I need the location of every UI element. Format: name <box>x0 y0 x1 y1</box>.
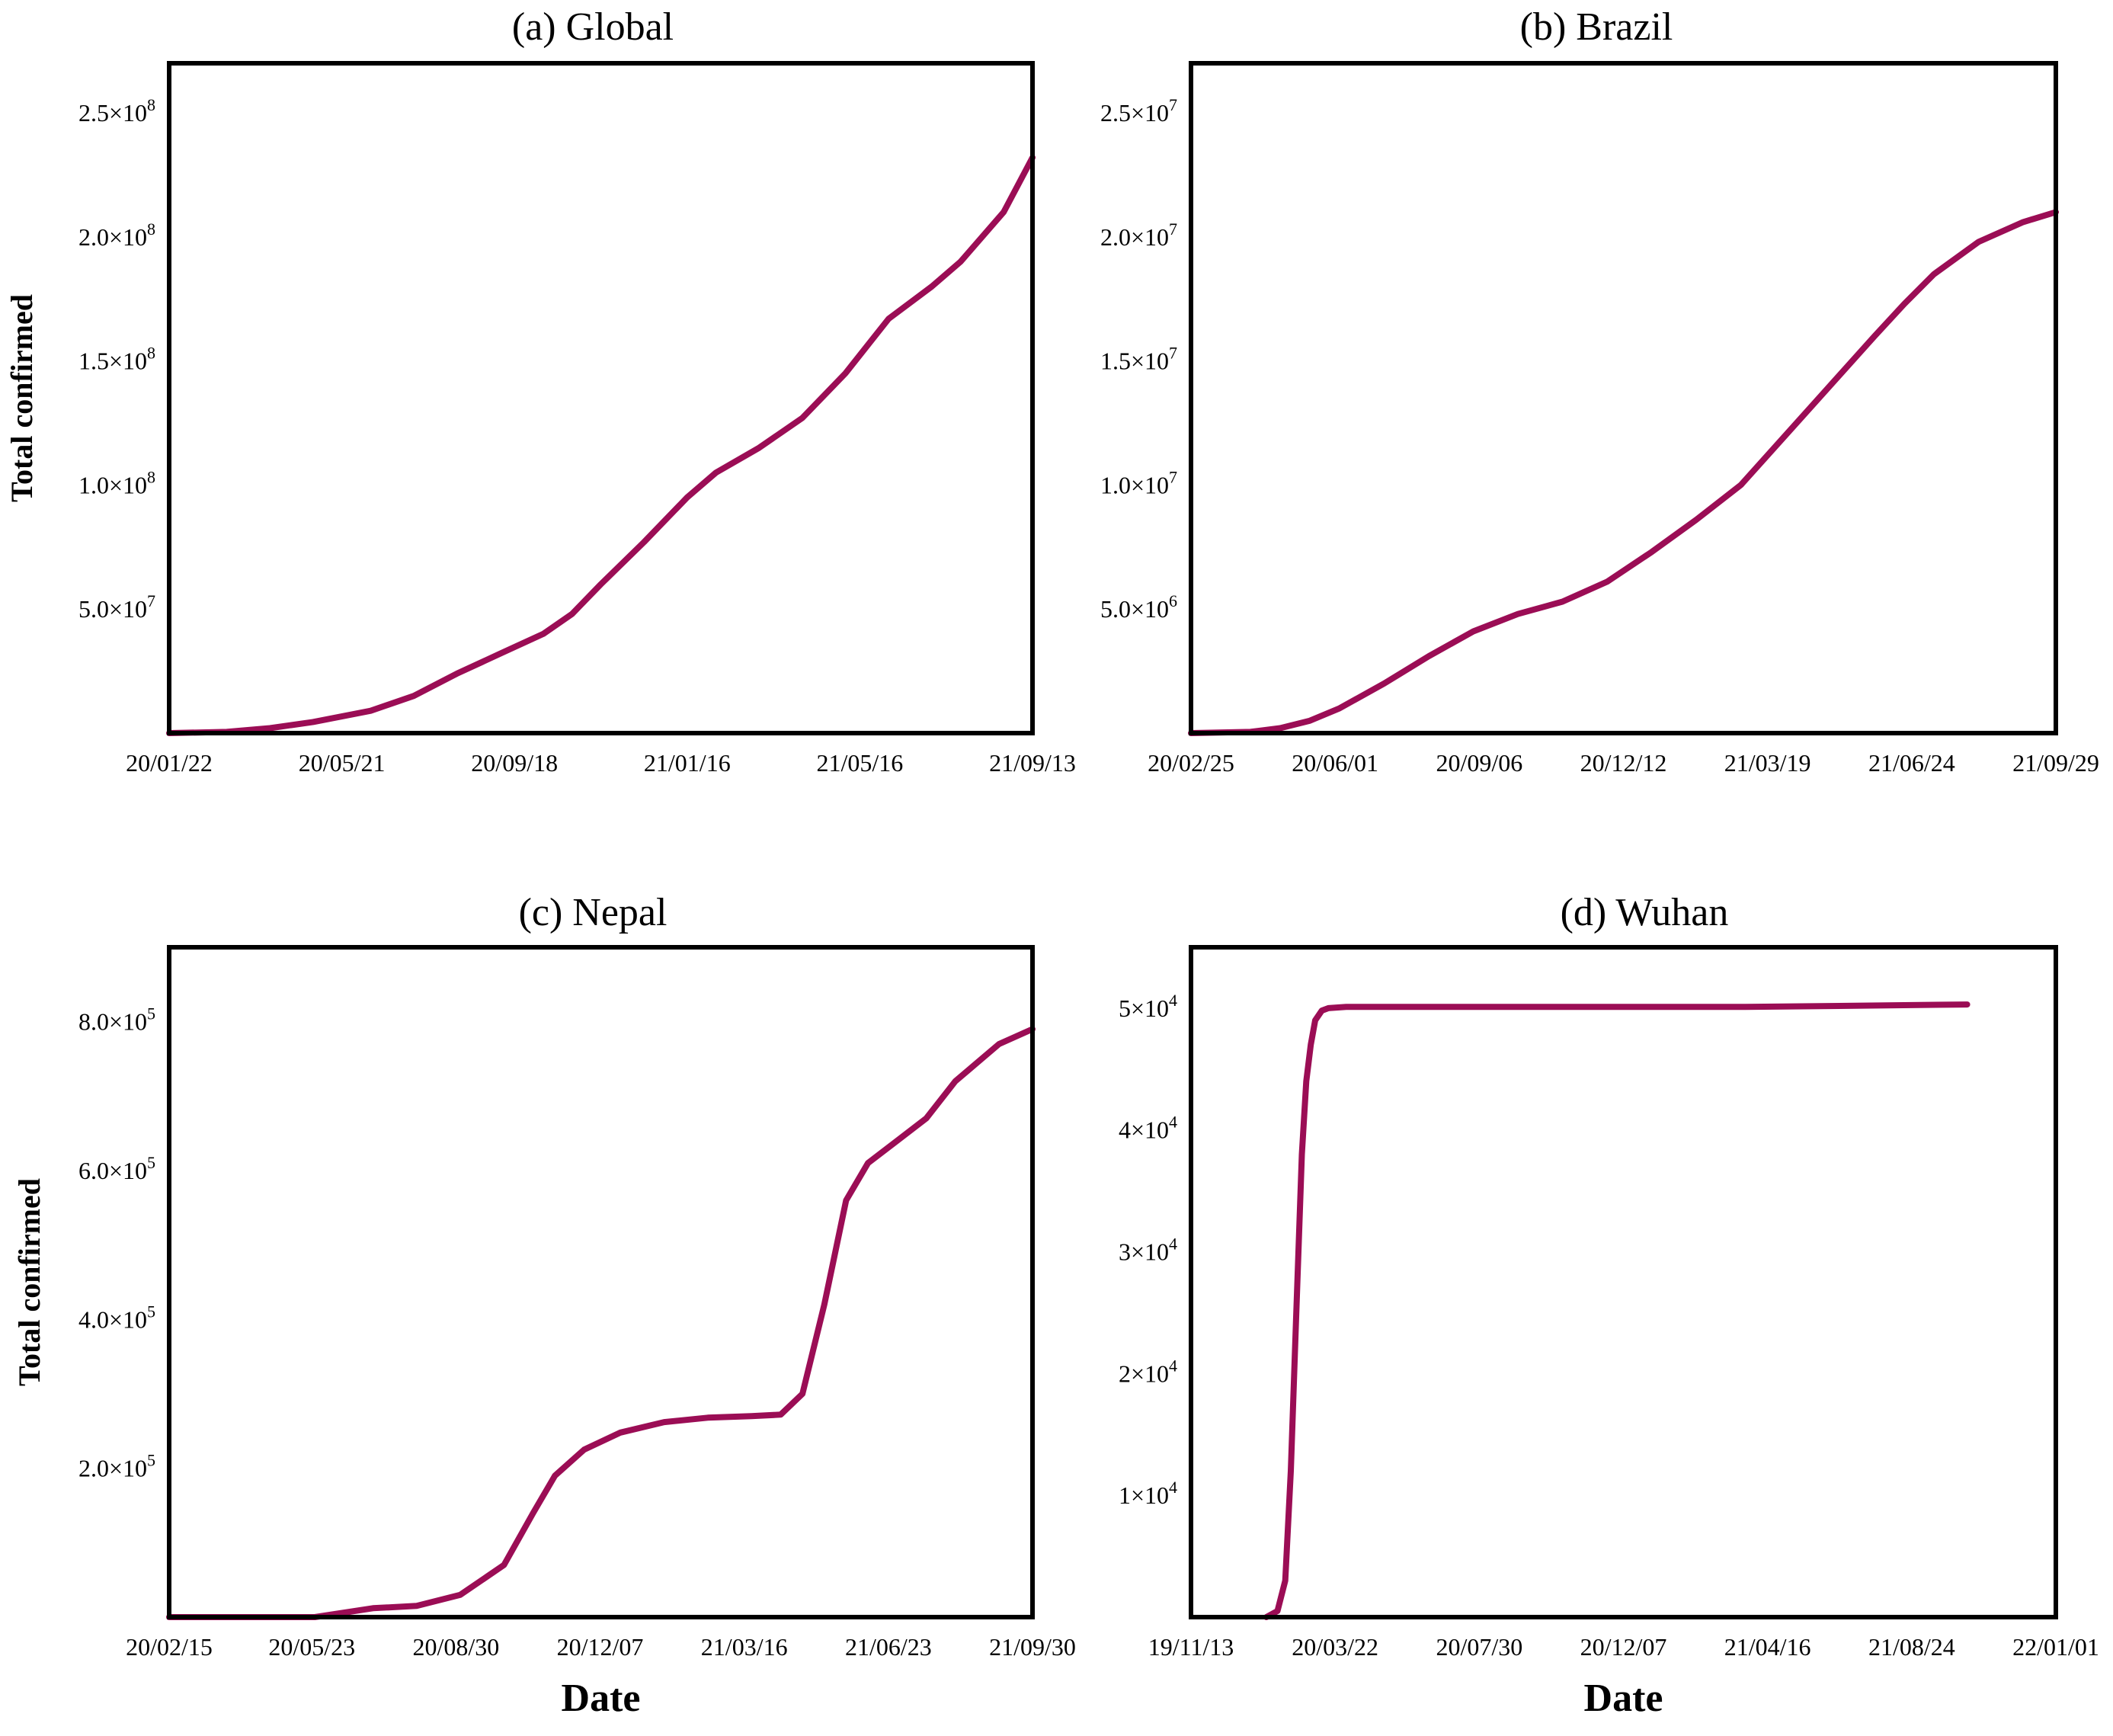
panel-title-a: (a) Global <box>512 5 674 49</box>
y-axis-label-a: Total confirmed <box>5 294 39 502</box>
y-tick-label: 2.0×105 <box>78 1451 155 1482</box>
x-tick-label: 20/02/25 <box>1148 749 1234 777</box>
y-tick-label: 1.0×107 <box>1100 467 1177 498</box>
series-line-d <box>1263 1001 1971 1620</box>
y-tick-label: 2.5×108 <box>78 95 155 127</box>
plot-frame-d <box>1189 945 2058 1619</box>
y-tick-label: 1×104 <box>1119 1478 1177 1509</box>
x-tick-label: 21/09/13 <box>989 749 1076 777</box>
y-tick-label: 1.5×107 <box>1100 344 1177 375</box>
panel-b: (b) Brazil 20/02/25 20/06/01 20/09/06 20/12/… <box>1100 5 2099 777</box>
y-tick-label: 1.5×108 <box>78 344 155 375</box>
y-tick-label: 2.0×107 <box>1100 219 1177 251</box>
x-tick-label: 21/08/24 <box>1868 1633 1955 1661</box>
x-tick-label: 20/09/06 <box>1436 749 1522 777</box>
plot-frame-b <box>1189 61 2058 735</box>
x-tick-label: 21/06/23 <box>845 1633 932 1661</box>
x-tick-label: 20/05/23 <box>268 1633 355 1661</box>
y-tick-label: 6.0×105 <box>78 1153 155 1184</box>
x-tick-label: 20/08/30 <box>413 1633 500 1661</box>
y-tick-label: 4.0×105 <box>78 1302 155 1333</box>
y-tick-label: 8.0×105 <box>78 1004 155 1036</box>
y-tick-label: 5.0×106 <box>1100 591 1177 623</box>
x-tick-label: 21/04/16 <box>1724 1633 1811 1661</box>
y-tick-label: 5.0×107 <box>78 591 155 623</box>
y-tick-label: 2.5×107 <box>1100 95 1177 127</box>
x-tick-label: 20/02/15 <box>126 1633 213 1661</box>
x-tick-label: 20/05/21 <box>299 749 386 777</box>
x-tick-label: 20/09/18 <box>471 749 558 777</box>
x-tick-label: 21/09/30 <box>989 1633 1076 1661</box>
y-axis-label-c: Total confirmed <box>12 1178 46 1386</box>
x-tick-label: 21/01/16 <box>644 749 731 777</box>
plot-frame-a <box>167 61 1035 735</box>
x-tick-label: 20/03/22 <box>1292 1633 1378 1661</box>
panel-title-b: (b) Brazil <box>1520 5 1673 49</box>
x-tick-label: 21/09/29 <box>2012 749 2099 777</box>
series-line-c <box>166 1026 1036 1620</box>
panel-a: (a) Global 20/01/22 20/05/21 20/09/18 21/01/… <box>5 5 1076 777</box>
y-tick-label: 2×104 <box>1119 1356 1177 1387</box>
plot-frame-c <box>167 945 1035 1619</box>
x-tick-label: 21/05/16 <box>817 749 904 777</box>
panel-title-d: (d) Wuhan <box>1561 891 1729 934</box>
x-tick-label: 20/12/12 <box>1580 749 1667 777</box>
x-tick-label: 20/12/07 <box>1580 1633 1667 1661</box>
series-line-a <box>166 154 1036 736</box>
panel-c: (c) Nepal 20/02/15 20/05/23 20/08/30 20/12/0… <box>12 891 1076 1720</box>
panel-title-c: (c) Nepal <box>519 891 668 934</box>
panel-d: (d) Wuhan 19/11/13 20/03/22 20/07/30 20/12/0… <box>1119 891 2099 1720</box>
x-axis-label-d: Date <box>1584 1677 1663 1720</box>
y-tick-label: 2.0×108 <box>78 219 155 251</box>
series-line-b <box>1188 209 2059 736</box>
x-tick-label: 20/01/22 <box>126 749 213 777</box>
x-tick-label: 19/11/13 <box>1148 1633 1234 1661</box>
x-tick-label: 22/01/01 <box>2012 1633 2099 1661</box>
y-tick-label: 3×104 <box>1119 1235 1177 1266</box>
x-axis-label-c: Date <box>562 1677 641 1720</box>
y-tick-label: 1.0×108 <box>78 467 155 498</box>
x-tick-label: 20/07/30 <box>1436 1633 1522 1661</box>
x-tick-label: 21/03/19 <box>1724 749 1811 777</box>
y-tick-label: 4×104 <box>1119 1113 1177 1144</box>
x-tick-label: 20/12/07 <box>557 1633 644 1661</box>
x-tick-label: 20/06/01 <box>1292 749 1378 777</box>
x-tick-label: 21/06/24 <box>1868 749 1955 777</box>
y-tick-label: 5×104 <box>1119 991 1177 1022</box>
x-tick-label: 21/03/16 <box>701 1633 788 1661</box>
